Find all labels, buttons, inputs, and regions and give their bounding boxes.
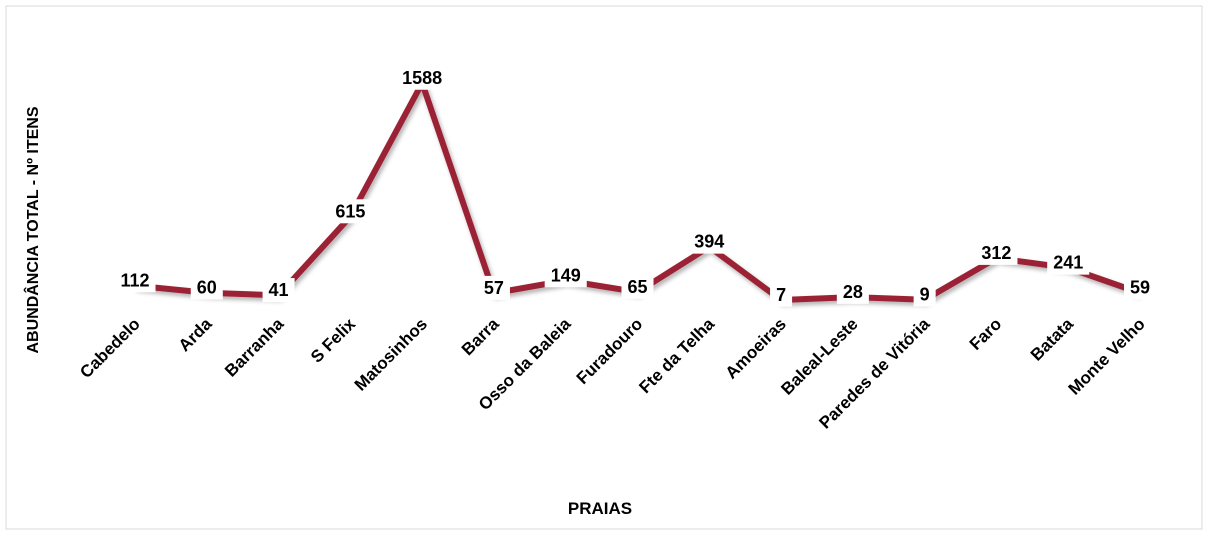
data-label: 65 — [627, 277, 647, 297]
data-label-box — [621, 274, 654, 299]
data-label-box — [913, 282, 936, 307]
data-label-box — [190, 275, 223, 300]
data-label: 60 — [197, 277, 217, 297]
data-label-box — [477, 275, 510, 300]
data-label: 615 — [335, 201, 365, 221]
data-label-box — [975, 240, 1018, 265]
chart-frame — [5, 5, 1203, 530]
data-label: 149 — [551, 265, 581, 285]
data-label: 112 — [120, 270, 149, 290]
data-label: 241 — [1053, 253, 1083, 273]
data-label-box — [262, 278, 295, 303]
data-label: 41 — [269, 280, 289, 300]
data-label: 394 — [694, 232, 724, 252]
data-label: 57 — [484, 278, 504, 298]
data-label-box — [836, 279, 869, 304]
data-label: 1588 — [402, 68, 442, 88]
data-label: 28 — [843, 282, 863, 302]
data-label: 9 — [920, 284, 930, 304]
data-label-box — [770, 282, 793, 307]
data-label-box — [1123, 275, 1157, 300]
x-axis-title: PRAIAS — [568, 499, 632, 518]
data-label-box — [688, 229, 731, 254]
data-label-box — [396, 65, 449, 90]
data-label-box — [1047, 250, 1090, 275]
data-label: 7 — [776, 285, 786, 305]
data-label-box — [544, 263, 587, 288]
data-label-box — [329, 199, 372, 224]
y-axis-title: ABUNDÂNCIA TOTAL - Nº ITENS — [23, 106, 42, 353]
data-label: 312 — [981, 243, 1011, 263]
data-label: 59 — [1130, 278, 1150, 298]
data-label-box — [114, 268, 156, 293]
